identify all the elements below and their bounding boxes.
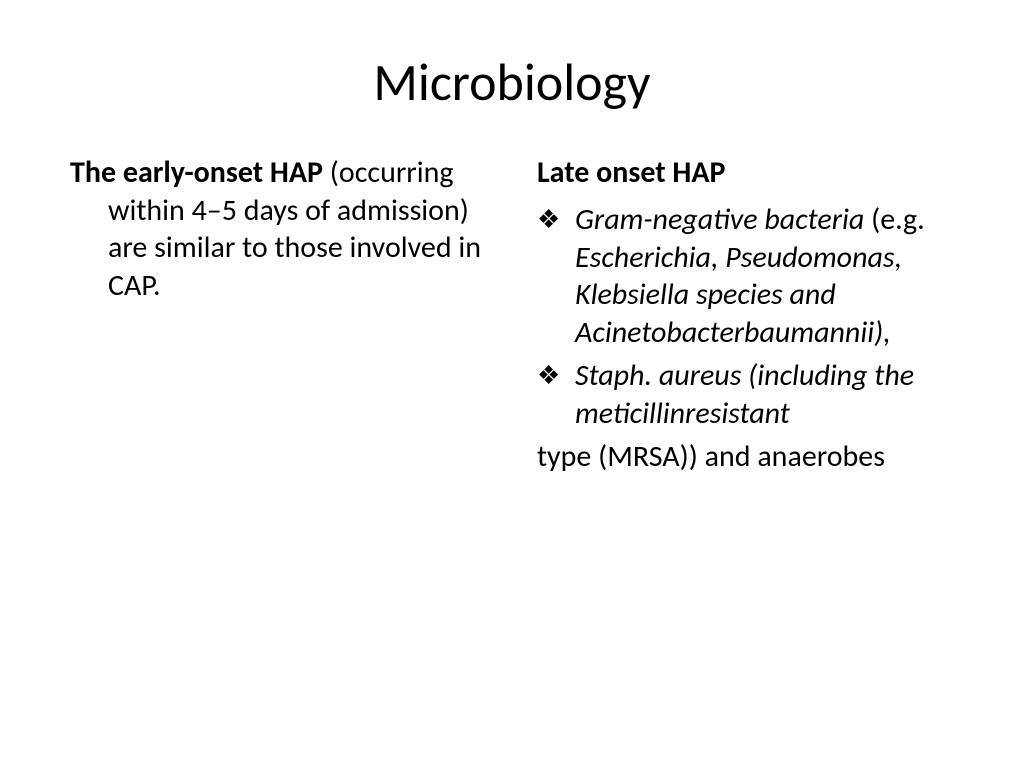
slide-title: Microbiology	[60, 50, 964, 114]
bullet2-italic: Staph. aureus (including the meticillinr…	[575, 357, 914, 432]
columns: The early-onset HAP (occurring within 4–…	[60, 154, 964, 476]
left-heading: The early-onset HAP	[70, 154, 323, 191]
plain-line: type (MRSA)) and anaerobes	[537, 438, 964, 476]
slide: Microbiology The early-onset HAP (occurr…	[0, 0, 1024, 768]
right-heading: Late onset HAP	[537, 154, 964, 191]
bullet-item-2: Staph. aureus (including the meticillinr…	[537, 357, 964, 432]
left-column: The early-onset HAP (occurring within 4–…	[60, 154, 497, 476]
bullet1-italic-lead: Gram-negative bacteria	[575, 201, 864, 238]
bullet-item-1: Gram-negative bacteria (e.g. Escherichia…	[537, 201, 964, 351]
bullet1-italic-rest: Escherichia, Pseudomonas, Klebsiella spe…	[575, 239, 902, 351]
bullet1-open-paren: (e.g.	[864, 201, 924, 238]
right-column: Late onset HAP Gram-negative bacteria (e…	[537, 154, 964, 476]
left-paragraph: The early-onset HAP (occurring within 4–…	[70, 154, 497, 304]
